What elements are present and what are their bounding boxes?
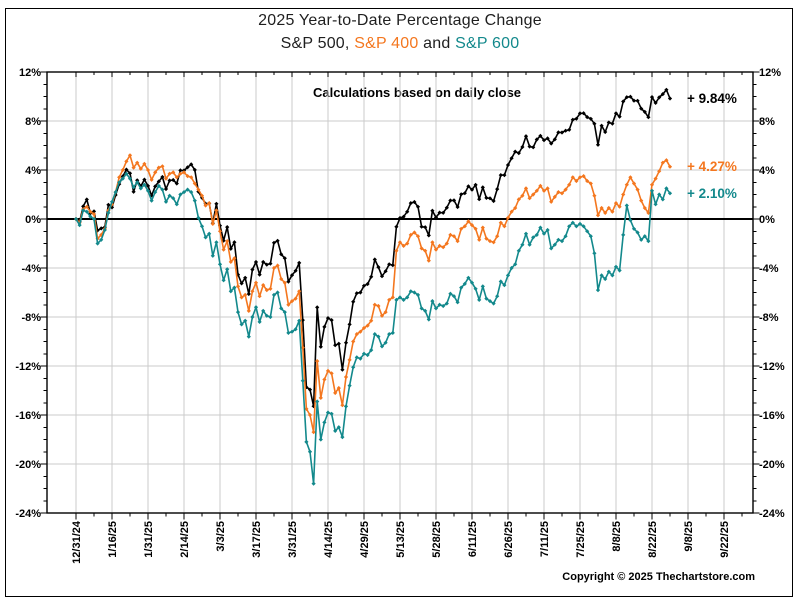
y-tick-label-right: 8% <box>759 116 775 128</box>
series-name-sp400: S&P 400 <box>354 35 419 52</box>
daily-close-note: Calculations based on daily close <box>312 85 522 100</box>
x-axis-labels: 12/31/24 1/16/25 1/31/25 2/14/25 3/3/25 3/17/… <box>71 520 731 564</box>
series-sp400: + 4.27% <box>73 153 737 435</box>
y-tick-label-left: -4% <box>21 263 41 275</box>
x-tick-label: 5/13/25 <box>395 521 407 558</box>
x-tick-label: 1/16/25 <box>107 521 119 558</box>
y-tick-label-left: -12% <box>15 361 41 373</box>
x-tick-label: 9/22/25 <box>719 521 731 558</box>
y-tick-label-left: 0% <box>25 214 41 226</box>
chart-subtitle: S&P 500, S&P 400 and S&P 600 <box>0 35 800 53</box>
x-tick-label: 6/26/25 <box>503 521 515 558</box>
y-tick-label-right: 12% <box>759 67 781 79</box>
series-sp400-line <box>75 154 671 433</box>
series-sp500-markers <box>73 87 673 409</box>
y-tick-label-right: 0% <box>759 214 775 226</box>
x-tick-label: 8/22/25 <box>647 521 659 558</box>
series-sp400-end-label: + 4.27% <box>687 159 737 174</box>
x-tick-label: 9/8/25 <box>683 521 695 552</box>
y-tick-label-right: -4% <box>759 263 779 275</box>
x-tick-label: 3/31/25 <box>287 521 299 558</box>
x-tick-label: 5/28/25 <box>431 521 443 558</box>
outer-frame <box>5 8 793 597</box>
x-tick-label: 7/11/25 <box>539 521 551 557</box>
x-tick-label: 3/17/25 <box>251 521 263 558</box>
y-tick-label-right: 4% <box>759 165 775 177</box>
x-tick-label: 7/25/25 <box>575 521 587 558</box>
x-tick-label: 4/29/25 <box>359 521 371 558</box>
y-tick-label-right: -8% <box>759 312 779 324</box>
y-tick-label-left: 12% <box>19 67 41 79</box>
series-sp500-line <box>75 89 671 408</box>
y-tick-label-left: 8% <box>25 116 41 128</box>
series-name-sp600: S&P 600 <box>455 35 520 52</box>
subtitle-separator-comma: , <box>344 35 355 52</box>
y-tick-label-left: -8% <box>21 312 41 324</box>
gridlines <box>47 72 753 513</box>
y-tick-label-right: -24% <box>759 508 785 520</box>
x-tick-label: 3/3/25 <box>215 521 227 552</box>
y-tick-label-right: -16% <box>759 410 785 422</box>
y-tick-label-right: -20% <box>759 459 785 471</box>
subtitle-separator-and: and <box>418 35 456 52</box>
series-sp500-end-label: + 9.84% <box>687 91 737 106</box>
y-axis-labels: 12% 12% 8% 8% 4% 4% 0% 0% -4% -4% -8% -8% -12% -12% -1… <box>15 67 785 520</box>
series-sp600-line <box>75 172 671 485</box>
x-tick-label: 12/31/24 <box>71 520 83 564</box>
y-tick-label-left: -16% <box>15 410 41 422</box>
series-name-sp500: S&P 500 <box>280 35 345 52</box>
axis-ticks <box>40 71 760 520</box>
y-tick-label-right: -12% <box>759 361 785 373</box>
x-tick-label: 1/31/25 <box>143 521 155 558</box>
x-tick-label: 6/11/25 <box>467 521 479 557</box>
series-sp600: + 2.10% <box>73 171 737 486</box>
x-tick-label: 2/14/25 <box>179 521 191 558</box>
series-sp500: + 9.84% <box>73 87 737 409</box>
x-tick-label: 4/14/25 <box>323 521 335 558</box>
y-tick-label-left: 4% <box>25 165 41 177</box>
x-tick-label: 8/8/25 <box>611 521 623 552</box>
y-tick-label-left: -24% <box>15 508 41 520</box>
chart-title: 2025 Year-to-Date Percentage Change <box>258 12 542 29</box>
y-tick-label-left: -20% <box>15 459 41 471</box>
copyright-text: Copyright © 2025 Thechartstore.com <box>562 571 755 583</box>
series-sp600-end-label: + 2.10% <box>687 186 737 201</box>
